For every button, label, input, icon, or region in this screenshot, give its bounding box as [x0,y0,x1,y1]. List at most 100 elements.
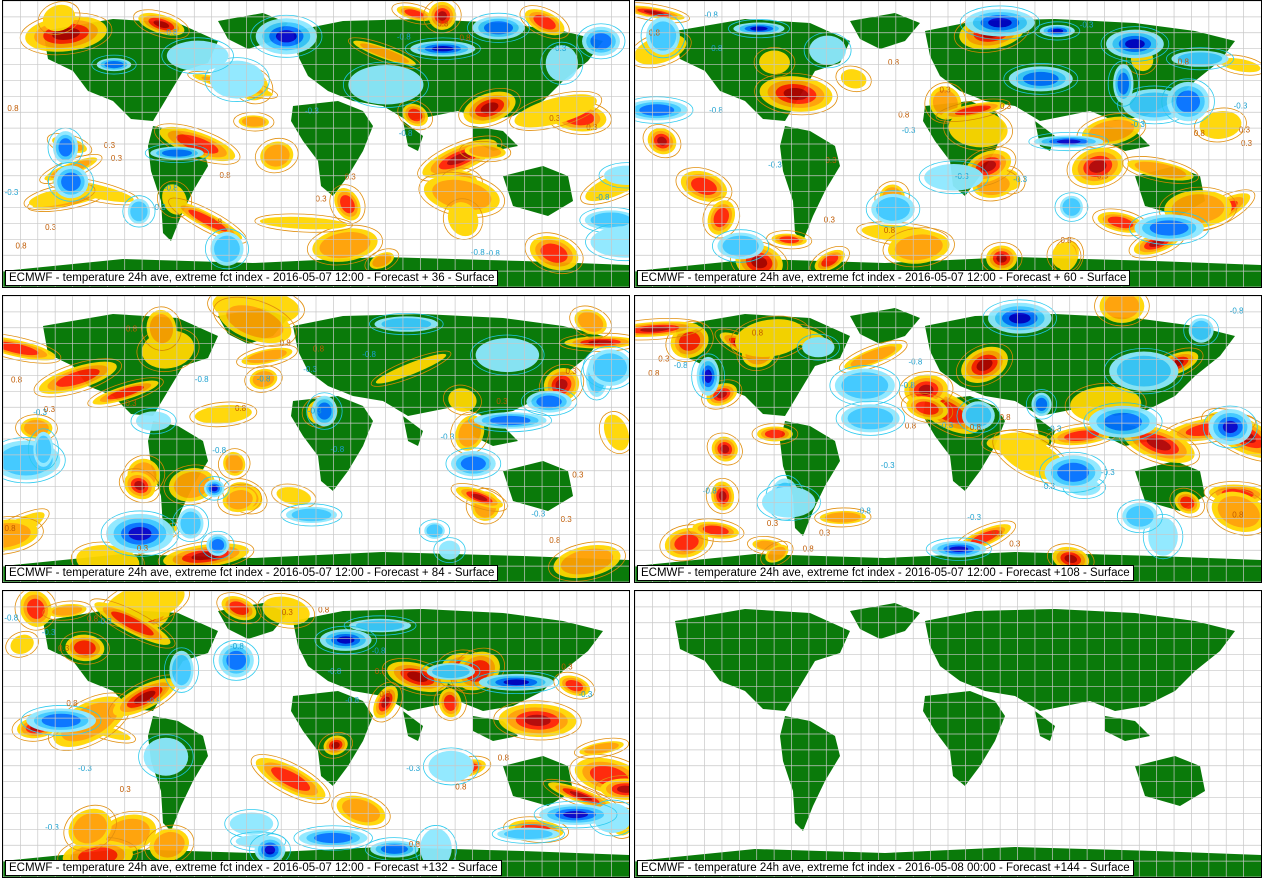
svg-text:-0.3: -0.3 [33,408,47,417]
svg-text:0.3: 0.3 [825,156,837,165]
svg-text:0.8: 0.8 [1000,413,1012,422]
svg-text:0.8: 0.8 [211,218,223,227]
svg-text:0.8: 0.8 [280,339,292,348]
svg-text:0.8: 0.8 [409,840,421,849]
svg-text:-0.8: -0.8 [486,249,500,258]
efi-map-forecast-132: 0.30.3-0.30.80.80.8-0.30.8-0.30.3-0.8-0.… [3,591,629,877]
svg-text:-0.8: -0.8 [328,667,342,676]
svg-text:0.3: 0.3 [496,397,508,406]
svg-text:0.3: 0.3 [1239,126,1251,135]
svg-text:-0.8: -0.8 [857,506,871,515]
svg-text:-0.3: -0.3 [1234,102,1248,111]
svg-text:0.8: 0.8 [87,614,99,623]
svg-text:-0.8: -0.8 [704,11,718,20]
svg-text:-0.3: -0.3 [531,510,545,519]
svg-text:0.3: 0.3 [824,215,836,224]
panel-forecast-132[interactable]: 0.3 0.3 -0.3 0.8 0.8 0.8 -0.3 0.8 -0.3 0.3 -0.8 -0.… [2,590,630,878]
panel-caption: ECMWF - temperature 24h ave, extreme fct… [5,860,502,876]
svg-text:0.8: 0.8 [11,376,23,385]
svg-text:-0.3: -0.3 [967,513,981,522]
panel-caption: ECMWF - temperature 24h ave, extreme fct… [637,860,1134,876]
svg-text:0.3: 0.3 [120,785,132,794]
svg-text:0.3: 0.3 [561,662,573,671]
svg-text:0.8: 0.8 [437,20,449,29]
svg-text:0.3: 0.3 [940,85,952,94]
svg-text:-0.3: -0.3 [881,461,895,470]
panel-forecast-60[interactable]: 0.3 0.8 -0.3 -0.3 -0.3 0.3 0.8 0.3 0.8 -0.8 0.3 0.3… [634,0,1262,288]
svg-text:-0.8: -0.8 [703,487,717,496]
panel-forecast-144[interactable]: ECMWF - temperature 24h ave, extreme fct… [634,590,1262,878]
svg-text:-0.3: -0.3 [308,407,322,416]
svg-text:-0.3: -0.3 [579,690,593,699]
svg-text:0.3: 0.3 [45,223,57,232]
svg-text:0.8: 0.8 [648,369,660,378]
lat-lon-grid [3,591,629,877]
svg-text:-0.3: -0.3 [939,421,953,430]
svg-text:0.8: 0.8 [970,423,982,432]
svg-text:-0.3: -0.3 [955,172,969,181]
svg-text:0.8: 0.8 [7,104,19,113]
svg-text:-0.3: -0.3 [902,126,916,135]
svg-text:0.3: 0.3 [282,608,294,617]
svg-text:0.8: 0.8 [460,33,472,42]
svg-text:0.3: 0.3 [125,399,137,408]
svg-text:-0.8: -0.8 [1230,306,1244,315]
svg-text:-0.8: -0.8 [709,106,723,115]
panel-caption: ECMWF - temperature 24h ave, extreme fct… [637,565,1134,581]
panel-caption: ECMWF - temperature 24h ave, extreme fct… [5,270,499,286]
svg-text:0.8: 0.8 [5,524,17,533]
svg-text:0.3: 0.3 [44,405,56,414]
svg-text:-0.8: -0.8 [345,696,359,705]
svg-text:0.3: 0.3 [111,154,123,163]
svg-text:-0.3: -0.3 [45,823,59,832]
svg-text:-0.8: -0.8 [164,183,178,192]
svg-text:0.3: 0.3 [819,528,831,537]
svg-text:0.3: 0.3 [137,544,149,553]
svg-text:0.3: 0.3 [1097,172,1109,181]
svg-text:-0.3: -0.3 [768,160,782,169]
svg-text:-0.8: -0.8 [909,357,923,366]
svg-text:-0.3: -0.3 [305,107,319,116]
lat-lon-grid [635,1,1261,287]
svg-text:-0.3: -0.3 [42,628,56,637]
svg-text:-0.8: -0.8 [709,44,723,53]
svg-text:0.3: 0.3 [316,194,328,203]
svg-text:0.8: 0.8 [884,226,896,235]
svg-text:-0.8: -0.8 [471,248,485,257]
panel-forecast-84[interactable]: -0.3-0.8-0.80.3-0.80.80.80.30.3-0.30.80.… [2,295,630,583]
svg-text:0.8: 0.8 [1194,129,1206,138]
svg-text:0.8: 0.8 [318,605,330,614]
svg-text:-0.8: -0.8 [362,350,376,359]
efi-map-forecast-84: -0.3-0.8-0.80.3-0.80.80.80.30.3-0.30.80.… [3,296,629,582]
svg-text:0.8: 0.8 [126,325,138,334]
svg-text:-0.8: -0.8 [372,646,386,655]
lat-lon-grid [635,296,1261,582]
svg-text:0.8: 0.8 [898,110,910,119]
svg-text:0.8: 0.8 [1232,511,1244,520]
svg-text:-0.3: -0.3 [98,617,112,626]
svg-text:-0.8: -0.8 [330,445,344,454]
svg-text:0.8: 0.8 [313,345,325,354]
lat-lon-grid [3,296,629,582]
svg-text:0.3: 0.3 [561,515,573,524]
svg-text:-0.8: -0.8 [901,381,915,390]
svg-text:0.3: 0.3 [58,644,70,653]
svg-text:0.3: 0.3 [586,123,598,132]
contour-labels: 0.30.3-0.30.80.80.8-0.30.8-0.30.3-0.8-0.… [4,605,592,849]
efi-map-forecast-144 [635,591,1261,877]
svg-text:0.3: 0.3 [658,354,670,363]
svg-text:-0.8: -0.8 [399,129,413,138]
svg-text:0.8: 0.8 [888,58,900,67]
svg-text:-0.3: -0.3 [441,433,455,442]
svg-text:0.3: 0.3 [549,114,561,123]
panel-caption: ECMWF - temperature 24h ave, extreme fct… [5,565,499,581]
svg-text:-0.8: -0.8 [212,446,226,455]
panel-caption: ECMWF - temperature 24h ave, extreme fct… [637,270,1131,286]
panel-forecast-108[interactable]: -0.8 -0.3 0.8 -0.3 0.3 -0.8 0.8 0.8 -0.8 0.8 -0.3 -… [634,295,1262,583]
svg-text:0.3: 0.3 [566,367,578,376]
svg-text:-0.8: -0.8 [596,193,610,202]
svg-text:-0.3: -0.3 [406,764,420,773]
panel-forecast-36[interactable]: -0.8-0.30.3-0.80.8-0.30.8-0.8-0.30.3-0.3… [2,0,630,288]
svg-text:-0.8: -0.8 [674,361,688,370]
svg-text:-0.3: -0.3 [1013,175,1027,184]
